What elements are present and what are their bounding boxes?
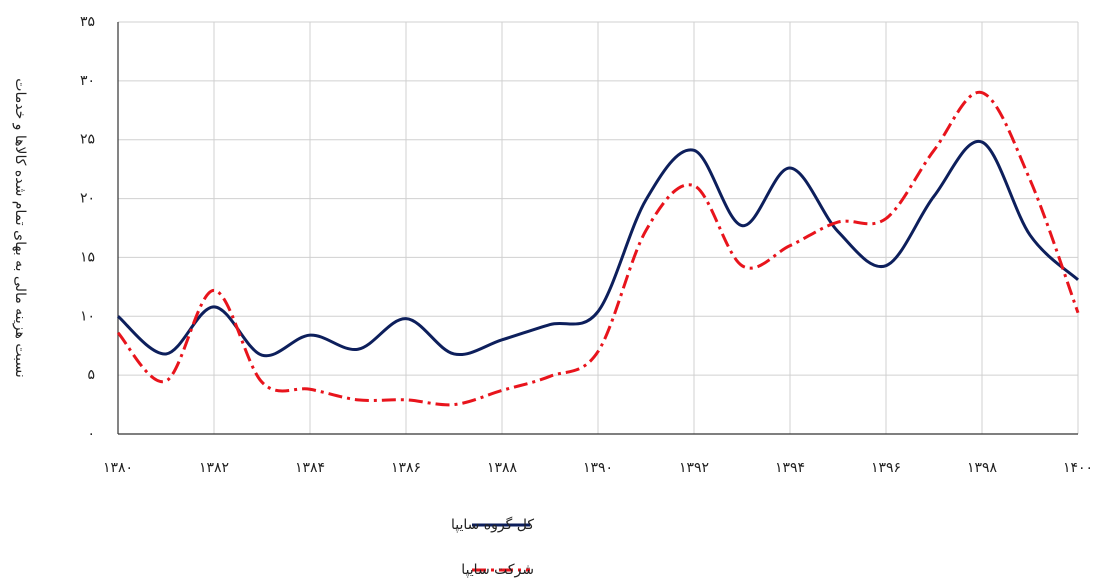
y-tick-label: ۵ [87,367,95,383]
x-tick-label: ۱۳۹۶ [871,460,901,476]
legend-label: شرکت سایپا [461,562,534,578]
y-tick-label: ۲۵ [80,132,95,148]
x-tick-label: ۱۳۹۲ [679,460,709,476]
x-tick-label: ۱۳۸۲ [199,460,229,476]
x-tick-label: ۱۳۸۰ [103,460,133,476]
series-line [117,139,1080,358]
series-line [116,90,1080,407]
x-tick-label: ۱۳۹۸ [967,460,998,476]
y-tick-label: ۱۰ [80,308,95,324]
y-axis-label: نسبت هزینه مالی به بهای تمام شده کالاها … [12,78,28,377]
x-tick-label: ۱۴۰۰ [1063,460,1093,476]
y-tick-label: ۲۰ [80,191,95,207]
y-tick-label: ۰ [87,426,95,442]
y-tick-label: ۱۵ [80,249,95,265]
y-tick-label: ۳۵ [80,14,95,30]
legend-label: کل گروه سایپا [451,516,534,533]
x-tick-label: ۱۳۸۸ [487,460,518,476]
x-tick-label: ۱۳۸۴ [295,460,325,476]
x-tick-label: ۱۳۸۶ [391,460,421,476]
y-tick-label: ۳۰ [80,73,95,89]
x-tick-label: ۱۳۹۴ [775,460,805,476]
x-tick-label: ۱۳۹۰ [583,460,613,476]
